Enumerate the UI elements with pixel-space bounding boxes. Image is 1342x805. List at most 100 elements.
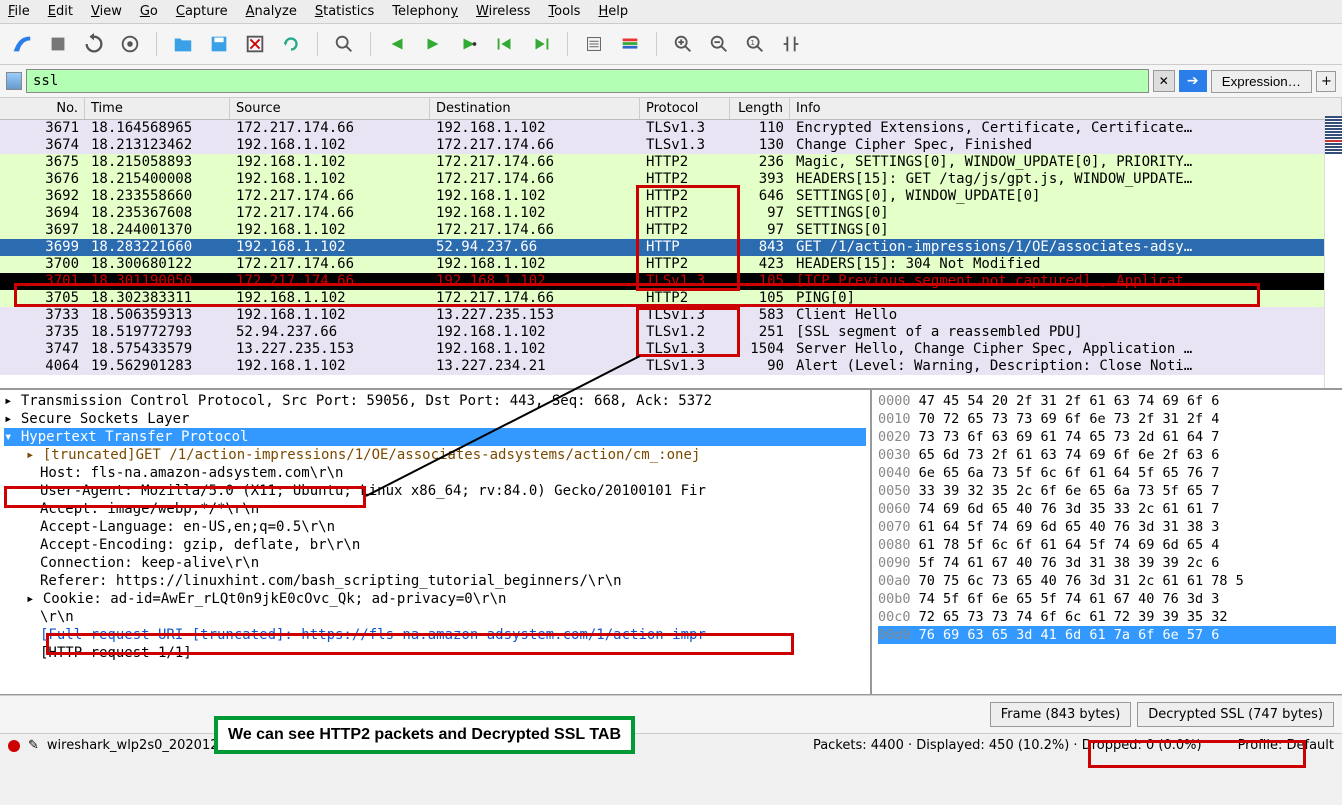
autoscroll-icon[interactable]	[580, 30, 608, 58]
detail-conn: Connection: keep-alive\r\n	[4, 554, 866, 572]
menu-statistics[interactable]: Statistics	[315, 4, 374, 19]
detail-ssl[interactable]: ▸ Secure Sockets Layer	[4, 410, 866, 428]
table-row[interactable]: 367418.213123462192.168.1.102172.217.174…	[0, 137, 1342, 154]
detail-get[interactable]: ▸ [truncated]GET /1/action-impressions/1…	[4, 446, 866, 464]
detail-reqnum: [HTTP request 1/1]	[4, 644, 866, 662]
next-icon[interactable]	[419, 30, 447, 58]
hex-row: 0020 73 73 6f 63 69 61 74 65 73 2d 61 64…	[878, 428, 1336, 446]
bookmark-icon[interactable]	[6, 72, 22, 90]
hex-row: 0050 33 39 32 35 2c 6f 6e 65 6a 73 5f 65…	[878, 482, 1336, 500]
zoom-out-icon[interactable]	[705, 30, 733, 58]
hex-row: 00d0 76 69 63 65 3d 41 6d 61 7a 6f 6e 57…	[878, 626, 1336, 644]
filter-clear-icon[interactable]: ✕	[1153, 70, 1175, 92]
open-icon[interactable]	[169, 30, 197, 58]
save-icon[interactable]	[205, 30, 233, 58]
hex-row: 0030 65 6d 73 2f 61 63 74 69 6f 6e 2f 63…	[878, 446, 1336, 464]
tab-frame[interactable]: Frame (843 bytes)	[990, 702, 1132, 727]
packet-list-pane: No. Time Source Destination Protocol Len…	[0, 98, 1342, 390]
menu-help[interactable]: Help	[598, 4, 628, 19]
packet-list-header: No. Time Source Destination Protocol Len…	[0, 98, 1342, 120]
table-row[interactable]: 369918.283221660192.168.1.10252.94.237.6…	[0, 239, 1342, 256]
capture-indicator-icon	[8, 740, 20, 752]
packet-bytes-pane[interactable]: 0000 47 45 54 20 2f 31 2f 61 63 74 69 6f…	[872, 390, 1342, 694]
col-time[interactable]: Time	[85, 98, 230, 119]
options-icon[interactable]	[116, 30, 144, 58]
detail-referer: Referer: https://linuxhint.com/bash_scri…	[4, 572, 866, 590]
hex-row: 00b0 74 5f 6f 6e 65 5f 74 61 67 40 76 3d…	[878, 590, 1336, 608]
packet-details-pane[interactable]: ▸ Transmission Control Protocol, Src Por…	[0, 390, 872, 694]
col-destination[interactable]: Destination	[430, 98, 640, 119]
table-row[interactable]: 369718.244001370192.168.1.102172.217.174…	[0, 222, 1342, 239]
last-icon[interactable]	[527, 30, 555, 58]
hex-row: 00c0 72 65 73 73 74 6f 6c 61 72 39 39 35…	[878, 608, 1336, 626]
col-source[interactable]: Source	[230, 98, 430, 119]
status-profile[interactable]: Profile: Default	[1238, 738, 1334, 753]
table-row[interactable]: 373518.51977279352.94.237.66192.168.1.10…	[0, 324, 1342, 341]
filter-bar: ✕ ➔ Expression… +	[0, 65, 1342, 98]
shark-fin-icon[interactable]	[8, 30, 36, 58]
detail-lang: Accept-Language: en-US,en;q=0.5\r\n	[4, 518, 866, 536]
zoom-in-icon[interactable]	[669, 30, 697, 58]
filter-apply-icon[interactable]: ➔	[1179, 70, 1207, 92]
detail-crlf: \r\n	[4, 608, 866, 626]
menu-tools[interactable]: Tools	[548, 4, 580, 19]
goto-icon[interactable]	[455, 30, 483, 58]
menu-wireless[interactable]: Wireless	[476, 4, 530, 19]
table-row[interactable]: 369218.233558660172.217.174.66192.168.1.…	[0, 188, 1342, 205]
hex-row: 0060 74 69 6d 65 40 76 3d 35 33 2c 61 61…	[878, 500, 1336, 518]
col-length[interactable]: Length	[730, 98, 790, 119]
display-filter-input[interactable]	[26, 69, 1149, 93]
table-row[interactable]: 367118.164568965172.217.174.66192.168.1.…	[0, 120, 1342, 137]
menu-bar: File Edit View Go Capture Analyze Statis…	[0, 0, 1342, 24]
menu-view[interactable]: View	[91, 4, 122, 19]
status-bar: ✎ wireshark_wlp2s0_20201220213536_Cpg4H3…	[0, 733, 1342, 757]
status-packets: Packets: 4400 · Displayed: 450 (10.2%) ·…	[813, 738, 1202, 753]
table-row[interactable]: 370518.302383311192.168.1.102172.217.174…	[0, 290, 1342, 307]
table-row[interactable]: 406419.562901283192.168.1.10213.227.234.…	[0, 358, 1342, 375]
menu-telephony[interactable]: Telephony	[392, 4, 458, 19]
close-icon[interactable]	[241, 30, 269, 58]
col-protocol[interactable]: Protocol	[640, 98, 730, 119]
detail-full-uri: [Full request URI [truncated]: https://f…	[4, 626, 866, 644]
detail-ua: User-Agent: Mozilla/5.0 (X11; Ubuntu; Li…	[4, 482, 866, 500]
table-row[interactable]: 370118.301190050172.217.174.66192.168.1.…	[0, 273, 1342, 290]
expression-button[interactable]: Expression…	[1211, 70, 1312, 93]
prev-icon[interactable]	[383, 30, 411, 58]
main-toolbar: 1	[0, 24, 1342, 65]
detail-tcp[interactable]: ▸ Transmission Control Protocol, Src Por…	[4, 392, 866, 410]
first-icon[interactable]	[491, 30, 519, 58]
menu-capture[interactable]: Capture	[176, 4, 228, 19]
packet-minimap[interactable]	[1324, 116, 1342, 388]
detail-http[interactable]: ▾ Hypertext Transfer Protocol	[4, 428, 866, 446]
colorize-icon[interactable]	[616, 30, 644, 58]
expert-info-icon[interactable]: ✎	[28, 738, 39, 753]
tab-decrypted-ssl[interactable]: Decrypted SSL (747 bytes)	[1137, 702, 1334, 727]
table-row[interactable]: 374718.57543357913.227.235.153192.168.1.…	[0, 341, 1342, 358]
hex-row: 0010 70 72 65 73 73 69 6f 6e 73 2f 31 2f…	[878, 410, 1336, 428]
menu-file[interactable]: File	[8, 4, 30, 19]
table-row[interactable]: 367618.215400008192.168.1.102172.217.174…	[0, 171, 1342, 188]
add-filter-button[interactable]: +	[1316, 71, 1336, 92]
table-row[interactable]: 367518.215058893192.168.1.102172.217.174…	[0, 154, 1342, 171]
menu-edit[interactable]: Edit	[48, 4, 73, 19]
detail-cookie[interactable]: ▸ Cookie: ad-id=AwEr_rLQt0n9jkE0cOvc_Qk;…	[4, 590, 866, 608]
packet-rows[interactable]: 367118.164568965172.217.174.66192.168.1.…	[0, 120, 1342, 375]
find-icon[interactable]	[330, 30, 358, 58]
reload-icon[interactable]	[277, 30, 305, 58]
hex-row: 0080 61 78 5f 6c 6f 61 64 5f 74 69 6d 65…	[878, 536, 1336, 554]
zoom-reset-icon[interactable]: 1	[741, 30, 769, 58]
menu-analyze[interactable]: Analyze	[246, 4, 297, 19]
col-info[interactable]: Info	[790, 98, 1342, 119]
menu-go[interactable]: Go	[140, 4, 158, 19]
svg-text:1: 1	[750, 38, 755, 47]
restart-icon[interactable]	[80, 30, 108, 58]
hex-row: 0000 47 45 54 20 2f 31 2f 61 63 74 69 6f…	[878, 392, 1336, 410]
table-row[interactable]: 369418.235367608172.217.174.66192.168.1.…	[0, 205, 1342, 222]
col-no[interactable]: No.	[0, 98, 85, 119]
resize-cols-icon[interactable]	[777, 30, 805, 58]
hex-row: 0040 6e 65 6a 73 5f 6c 6f 61 64 5f 65 76…	[878, 464, 1336, 482]
stop-icon[interactable]	[44, 30, 72, 58]
hex-row: 0090 5f 74 61 67 40 76 3d 31 38 39 39 2c…	[878, 554, 1336, 572]
table-row[interactable]: 370018.300680122172.217.174.66192.168.1.…	[0, 256, 1342, 273]
table-row[interactable]: 373318.506359313192.168.1.10213.227.235.…	[0, 307, 1342, 324]
